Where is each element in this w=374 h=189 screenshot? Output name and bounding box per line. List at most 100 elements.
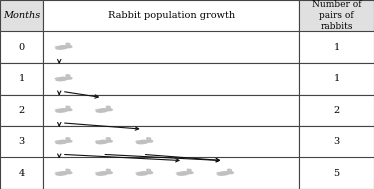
Text: Rabbit population growth: Rabbit population growth — [108, 11, 234, 20]
Ellipse shape — [56, 45, 67, 49]
Ellipse shape — [65, 43, 67, 45]
Ellipse shape — [106, 140, 113, 143]
Ellipse shape — [97, 171, 108, 175]
Ellipse shape — [96, 172, 109, 176]
Ellipse shape — [66, 106, 68, 108]
Ellipse shape — [187, 171, 194, 174]
Ellipse shape — [137, 140, 148, 143]
Ellipse shape — [66, 140, 73, 143]
Ellipse shape — [65, 74, 67, 76]
Ellipse shape — [107, 137, 108, 140]
Ellipse shape — [68, 74, 71, 77]
Ellipse shape — [55, 140, 68, 144]
Ellipse shape — [55, 172, 68, 176]
Ellipse shape — [67, 74, 69, 76]
Ellipse shape — [108, 137, 109, 139]
Bar — [299, 63, 374, 94]
Ellipse shape — [97, 108, 108, 112]
Ellipse shape — [66, 45, 73, 48]
Ellipse shape — [227, 171, 234, 174]
Ellipse shape — [55, 172, 57, 174]
Text: 3: 3 — [334, 137, 340, 146]
Bar — [0, 157, 43, 189]
Bar — [43, 0, 299, 32]
Ellipse shape — [55, 46, 57, 48]
Text: 1: 1 — [18, 74, 25, 83]
Ellipse shape — [217, 172, 230, 176]
Ellipse shape — [147, 137, 149, 140]
Ellipse shape — [108, 106, 109, 108]
Ellipse shape — [55, 141, 57, 142]
Ellipse shape — [56, 77, 67, 80]
Ellipse shape — [109, 137, 111, 140]
Ellipse shape — [56, 109, 58, 110]
Ellipse shape — [96, 109, 109, 113]
Ellipse shape — [107, 169, 108, 171]
Bar — [43, 94, 299, 126]
Ellipse shape — [65, 137, 67, 139]
Ellipse shape — [146, 137, 148, 139]
Ellipse shape — [148, 169, 150, 171]
Ellipse shape — [67, 43, 69, 45]
Text: 1: 1 — [334, 74, 340, 83]
Ellipse shape — [68, 106, 71, 108]
Ellipse shape — [146, 171, 151, 173]
Ellipse shape — [65, 106, 67, 108]
Ellipse shape — [68, 137, 71, 140]
Bar — [299, 157, 374, 189]
Ellipse shape — [56, 140, 67, 143]
Ellipse shape — [56, 140, 58, 141]
Ellipse shape — [65, 169, 67, 171]
Ellipse shape — [95, 109, 97, 111]
Ellipse shape — [178, 171, 188, 175]
Ellipse shape — [106, 106, 107, 108]
Bar — [43, 126, 299, 157]
Ellipse shape — [56, 108, 67, 112]
Ellipse shape — [149, 137, 151, 140]
Ellipse shape — [66, 169, 68, 171]
Ellipse shape — [218, 171, 229, 175]
Ellipse shape — [105, 171, 111, 173]
Text: Number of
pairs of
rabbits: Number of pairs of rabbits — [312, 0, 361, 31]
Ellipse shape — [55, 77, 68, 81]
Text: 2: 2 — [18, 106, 25, 115]
Text: 2: 2 — [334, 106, 340, 115]
Ellipse shape — [56, 171, 67, 175]
Ellipse shape — [66, 108, 73, 111]
Bar — [43, 63, 299, 94]
Ellipse shape — [228, 169, 230, 171]
Ellipse shape — [68, 43, 71, 45]
Ellipse shape — [95, 172, 97, 174]
Ellipse shape — [106, 108, 113, 111]
Ellipse shape — [66, 137, 68, 140]
Bar — [0, 126, 43, 157]
Ellipse shape — [109, 106, 111, 108]
Text: 1: 1 — [334, 43, 340, 52]
Ellipse shape — [96, 109, 98, 110]
Ellipse shape — [96, 172, 98, 173]
Ellipse shape — [136, 140, 149, 144]
Ellipse shape — [106, 169, 107, 171]
Ellipse shape — [230, 169, 232, 171]
Ellipse shape — [106, 137, 107, 139]
Ellipse shape — [56, 172, 58, 173]
Bar — [0, 0, 43, 32]
Ellipse shape — [147, 140, 153, 143]
Ellipse shape — [67, 137, 69, 139]
Ellipse shape — [66, 171, 73, 174]
Bar — [299, 126, 374, 157]
Ellipse shape — [96, 140, 109, 144]
Ellipse shape — [147, 171, 153, 174]
Ellipse shape — [97, 140, 108, 143]
Ellipse shape — [146, 169, 148, 171]
Text: Months: Months — [3, 11, 40, 20]
Ellipse shape — [55, 109, 57, 111]
Ellipse shape — [96, 140, 98, 141]
Bar — [43, 157, 299, 189]
Ellipse shape — [216, 172, 218, 174]
Ellipse shape — [186, 171, 192, 173]
Bar — [0, 94, 43, 126]
Ellipse shape — [55, 46, 68, 50]
Ellipse shape — [66, 43, 68, 45]
Ellipse shape — [105, 139, 111, 142]
